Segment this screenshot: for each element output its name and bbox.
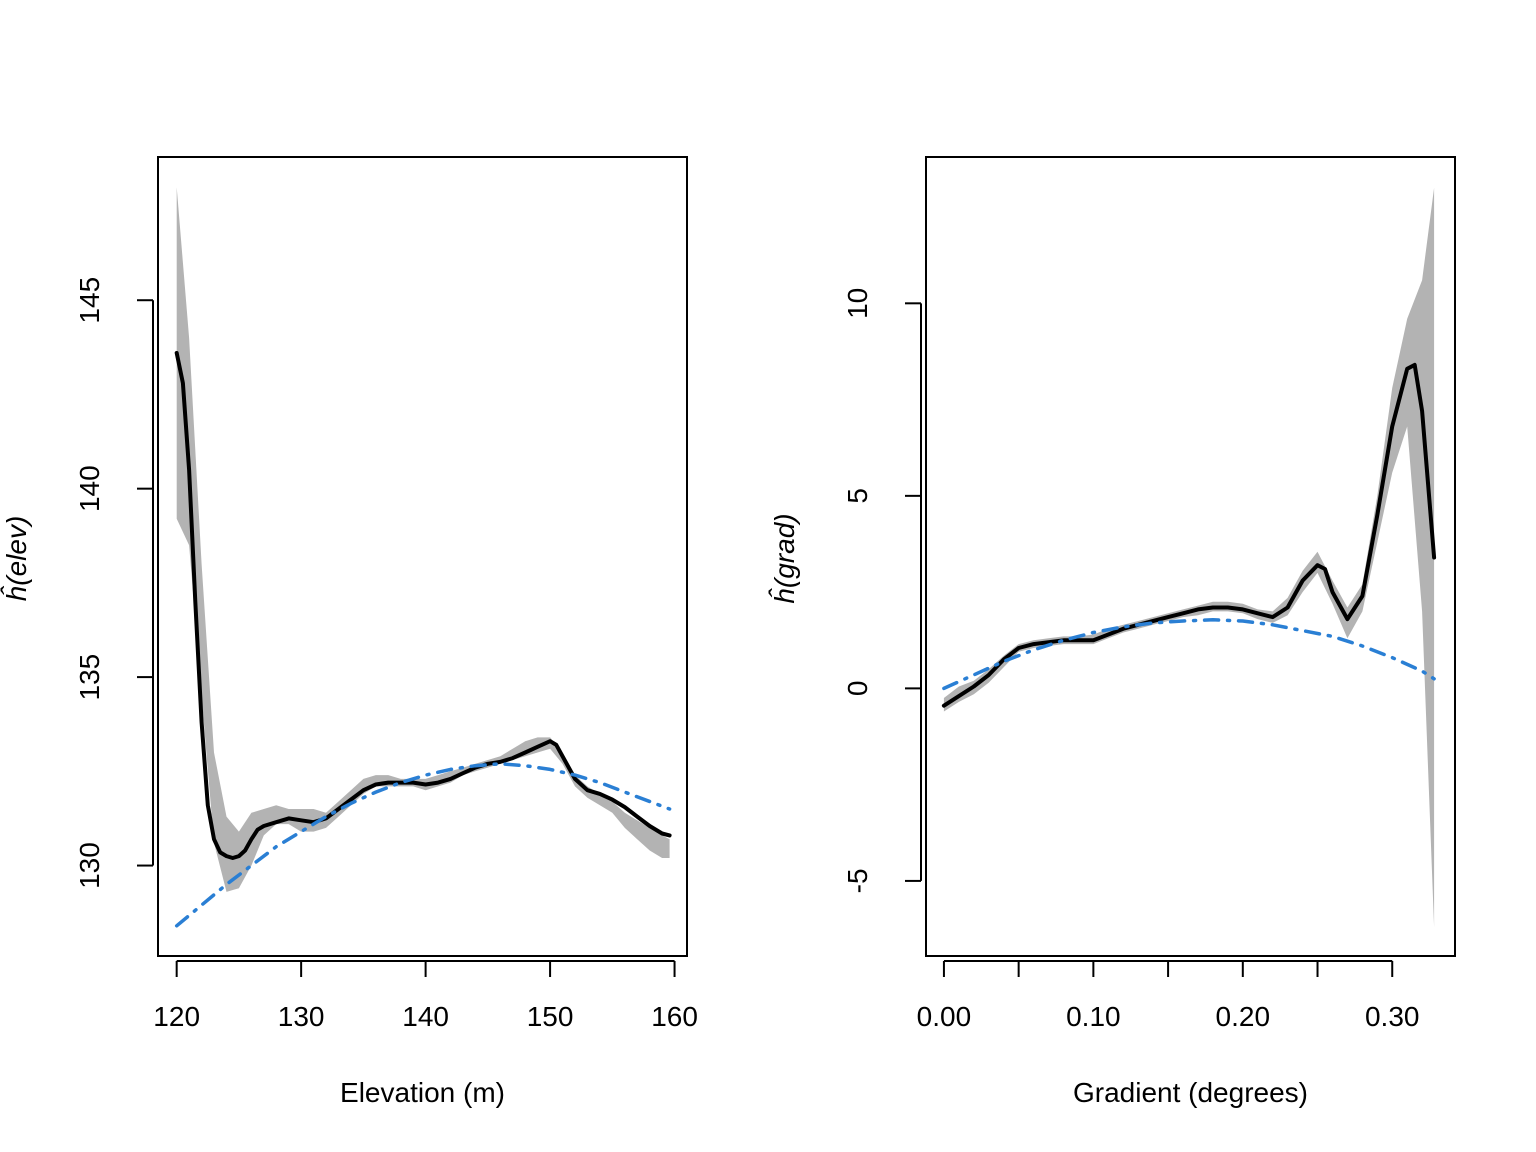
gradient-panel: 0.00 0.10 0.20 0.30 -5 0 5 10 Gradient (degree… — [768, 156, 1456, 1108]
gradient-y-axis-label: ĥ(grad) — [768, 513, 800, 603]
elevation-x-tick-label: 150 — [527, 1001, 574, 1032]
gradient-x-axis: 0.00 0.10 0.20 0.30 — [917, 960, 1420, 1032]
elevation-x-tick-label: 130 — [278, 1001, 325, 1032]
gradient-x-tick-label: 0.30 — [1365, 1001, 1420, 1032]
gradient-x-tick-label: 0.20 — [1216, 1001, 1271, 1032]
elevation-x-tick-label: 160 — [651, 1001, 698, 1032]
elevation-confidence-band — [176, 187, 670, 892]
gradient-y-tick-label: 10 — [842, 288, 873, 319]
gradient-y-tick-label: -5 — [842, 868, 873, 893]
gradient-smooth-fit-line — [941, 362, 1437, 708]
gradient-x-axis-label: Gradient (degrees) — [1073, 1077, 1308, 1108]
elevation-y-tick-label: 140 — [74, 465, 105, 512]
gradient-band-area — [943, 187, 1435, 928]
elevation-parametric-fit-line — [174, 762, 672, 928]
elevation-y-tick-label: 130 — [74, 842, 105, 889]
gradient-x-tick-label: 0.00 — [917, 1001, 972, 1032]
elevation-x-axis-label: Elevation (m) — [340, 1077, 505, 1108]
elevation-x-tick-label: 140 — [402, 1001, 449, 1032]
gradient-y-tick-label: 5 — [842, 488, 873, 504]
elevation-panel: 120 130 140 150 160 130 135 140 145 Elevation (… — [0, 156, 698, 1108]
elevation-plot-frame — [157, 156, 688, 957]
elevation-series-group — [174, 351, 672, 928]
elevation-y-tick-label: 145 — [74, 277, 105, 324]
gradient-y-axis: -5 0 5 10 — [842, 288, 922, 893]
elevation-smooth-fit-line — [174, 351, 672, 860]
elevation-y-axis: 130 135 140 145 — [74, 277, 154, 889]
elevation-band-area — [176, 187, 670, 892]
gradient-plot-frame — [925, 156, 1456, 957]
gradient-x-tick-label: 0.10 — [1066, 1001, 1121, 1032]
elevation-y-axis-label: ĥ(elev) — [0, 516, 32, 602]
elevation-x-axis: 120 130 140 150 160 — [153, 960, 698, 1032]
gradient-parametric-fit-line — [942, 618, 1436, 691]
elevation-x-tick-label: 120 — [153, 1001, 200, 1032]
gradient-y-tick-label: 0 — [842, 681, 873, 697]
gradient-series-group — [941, 362, 1437, 708]
gradient-confidence-band — [943, 187, 1435, 928]
elevation-y-tick-label: 135 — [74, 654, 105, 701]
